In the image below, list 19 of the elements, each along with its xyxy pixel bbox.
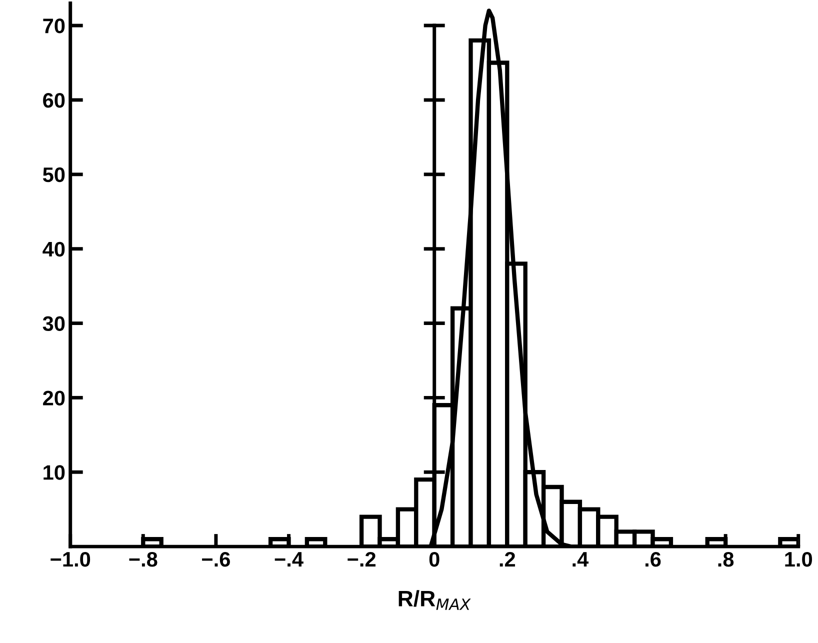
y-tick-label: 50 bbox=[42, 167, 65, 182]
x-tick-label: −.4 bbox=[274, 552, 304, 567]
x-tick-label: .6 bbox=[645, 552, 661, 567]
x-tick-label: 1.0 bbox=[785, 552, 812, 567]
x-tick-label: −.6 bbox=[202, 552, 230, 567]
x-tick-label: −.2 bbox=[348, 552, 376, 567]
x-tick-label: .4 bbox=[572, 552, 589, 567]
x-axis-title: R/R$_{MAX}$ bbox=[398, 590, 471, 610]
y-tick-label: 70 bbox=[43, 18, 65, 34]
y-tick-label: 20 bbox=[43, 390, 65, 406]
y-tick-label: 40 bbox=[42, 242, 65, 257]
x-tick-label: −1.0 bbox=[50, 552, 90, 567]
x-tick-label: .2 bbox=[500, 552, 516, 567]
y-tick-label: 10 bbox=[44, 465, 65, 480]
y-tick-label: 60 bbox=[43, 92, 65, 108]
x-tick-label: 0 bbox=[429, 552, 440, 567]
y-tick-label: 30 bbox=[42, 316, 65, 332]
x-tick-label: −.8 bbox=[129, 552, 158, 567]
x-tick-label: .8 bbox=[718, 552, 734, 567]
